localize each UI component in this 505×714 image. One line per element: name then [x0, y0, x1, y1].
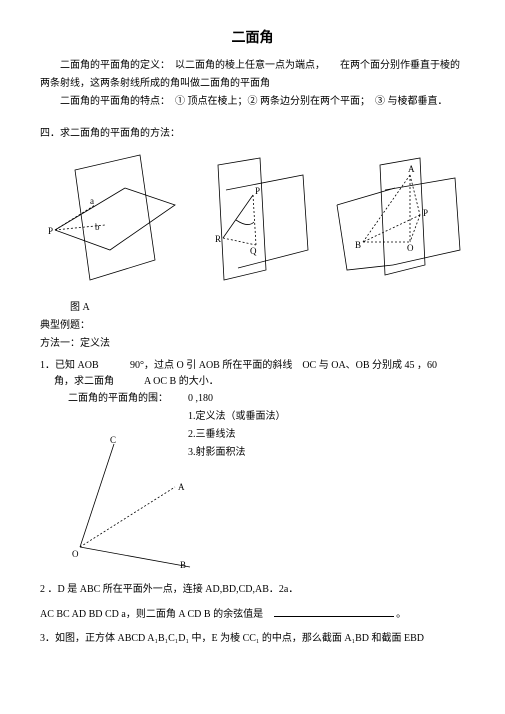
q1-measure-val: 0 ,180: [188, 390, 286, 408]
q1-num2: 角，求二面角: [40, 374, 144, 390]
definition-line-2: 两条射线，这两条射线所成的角叫做二面角的平面角: [40, 76, 465, 92]
method-1-heading: 方法一：定义法: [40, 336, 465, 352]
label-r: R: [215, 234, 221, 244]
label-o: O: [407, 243, 414, 253]
q1-method-1: 1.定义法（或垂面法）: [188, 408, 286, 426]
definition-line-1: 二面角的平面角的定义： 以二面角的棱上任意一点为端点， 在两个面分别作垂直于棱的: [40, 58, 465, 74]
figure-a-svg: P a b: [40, 150, 180, 290]
label-a: A: [408, 164, 415, 174]
section-4-heading: 四．求二面角的平面角的方法：: [40, 126, 465, 142]
label-a: a: [90, 196, 94, 206]
q1-row1: 1．已知 AOB 90°，过点 O 引 AOB 所在平面的斜线 OC 与 OA、…: [40, 358, 465, 374]
label-c: C: [110, 435, 116, 445]
q2b-text-a: AC BC AD BD CD a，则二面角 A CD B 的余弦值是: [40, 609, 263, 620]
page-title: 二面角: [40, 28, 465, 50]
label-p: P: [48, 226, 53, 236]
figure-d-svg: C A O B: [60, 432, 220, 572]
q1-row2: 角，求二面角 A OC B 的大小．: [40, 374, 465, 390]
q3-line: 3．如图，正方体 ABCD A₁B₁C₁D₁ 中，E 为棱 CC₁ 的中点，那么…: [40, 631, 465, 647]
figure-row: P a b P R Q: [40, 150, 465, 296]
figure-c: A P B O: [325, 150, 465, 296]
figure-a: P a b: [40, 150, 180, 296]
q1-num: 1．已知 AOB: [40, 358, 130, 374]
figure-c-svg: A P B O: [325, 150, 465, 290]
figure-b: P R Q: [188, 150, 318, 296]
label-q: Q: [250, 246, 257, 256]
figure-a-caption: 图 A: [70, 300, 465, 316]
q1-part-b: A OC B 的大小．: [144, 374, 219, 390]
label-p: P: [255, 186, 260, 196]
figure-b-svg: P R Q: [188, 150, 318, 290]
q1-part-a: 90°，过点 O 引 AOB 所在平面的斜线 OC 与 OA、OB 分别成 45…: [130, 358, 465, 374]
fill-blank: [274, 606, 394, 617]
features-line: 二面角的平面角的特点： ① 顶点在棱上；② 两条边分别在两个平面； ③ 与棱都垂…: [40, 94, 465, 110]
label-p: P: [423, 208, 428, 218]
label-o: O: [72, 549, 79, 559]
label-b: b: [95, 222, 100, 232]
q2-line1: 2 ．D 是 ABC 所在平面外一点，连接 AD,BD,CD,AB．2a．: [40, 582, 465, 598]
examples-heading: 典型例题：: [40, 318, 465, 334]
label-b: B: [180, 560, 186, 570]
q2-line2: AC BC AD BD CD a，则二面角 A CD B 的余弦值是 。: [40, 606, 465, 623]
q2b-text-b: 。: [396, 609, 406, 620]
label-a: A: [178, 482, 185, 492]
label-b: B: [355, 240, 361, 250]
